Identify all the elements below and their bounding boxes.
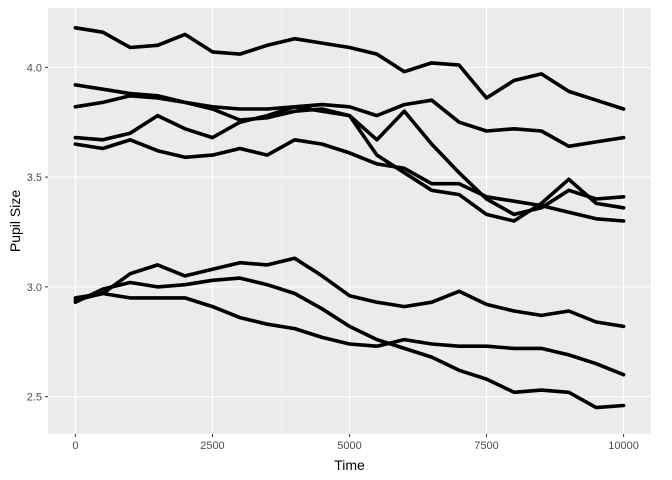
y-axis: 2.5 3.0 3.5 4.0	[27, 62, 48, 404]
series-line-4	[73, 105, 626, 223]
y-tick-label: 2.5	[27, 392, 42, 404]
series-line-7	[73, 291, 626, 377]
y-tick-label: 3.5	[27, 172, 42, 184]
data-series-group	[73, 26, 626, 410]
x-axis: 0 2500 5000 7500 10000	[72, 434, 639, 452]
x-axis-title: Time	[334, 457, 365, 473]
gridlines	[48, 8, 651, 434]
series-line-5	[73, 138, 626, 223]
series-line-8	[73, 276, 626, 410]
x-tick-label: 10000	[608, 440, 639, 452]
series-line-1	[73, 26, 626, 111]
series-line-6	[73, 256, 626, 329]
x-tick-label: 5000	[337, 440, 361, 452]
x-tick-label: 0	[72, 440, 78, 452]
y-tick-label: 4.0	[27, 62, 42, 74]
y-axis-title: Pupil Size	[7, 190, 23, 252]
x-tick-label: 7500	[474, 440, 498, 452]
y-tick-label: 3.0	[27, 282, 42, 294]
x-tick-label: 2500	[200, 440, 224, 452]
